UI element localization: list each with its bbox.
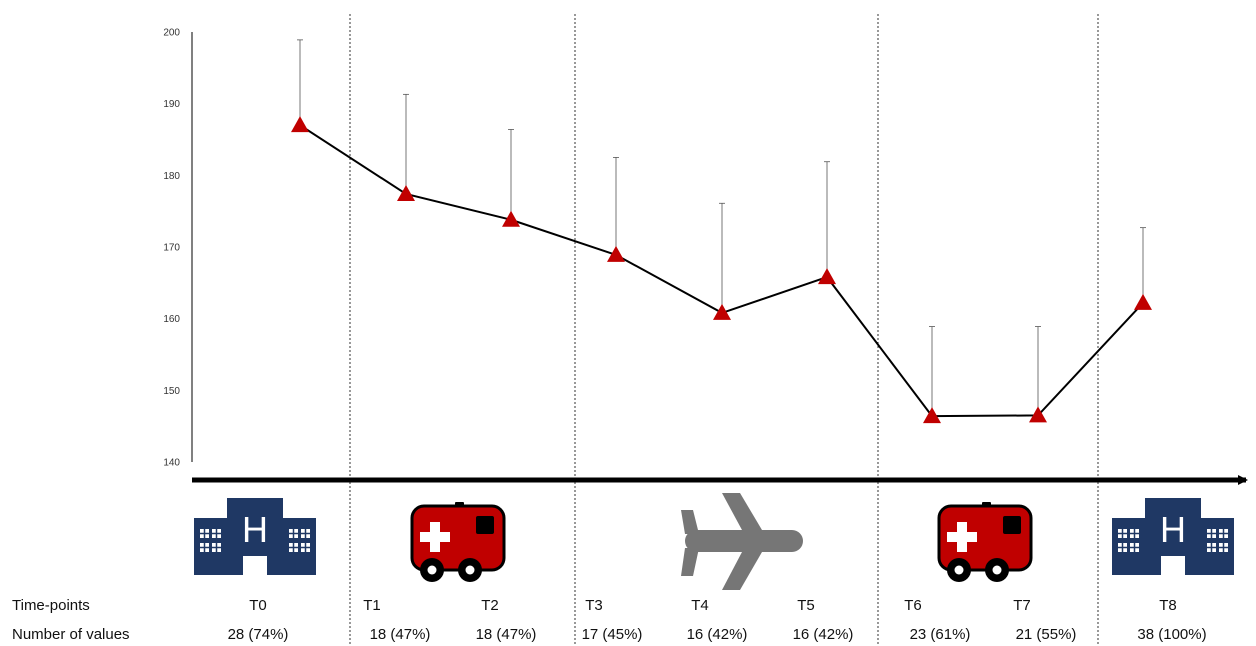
data-point-marker: [923, 407, 941, 424]
value-count-label: 28 (74%): [227, 626, 289, 643]
data-point-marker: [818, 268, 836, 285]
time-point-label: T5: [797, 597, 815, 614]
hospital-icon: H: [194, 498, 316, 575]
plane-icon: [681, 493, 803, 590]
time-point-label: T6: [904, 597, 922, 614]
svg-text:H: H: [1160, 509, 1186, 550]
y-tick-label: 190: [163, 99, 180, 110]
ambulance-icon: [937, 502, 1033, 582]
y-tick-label: 170: [163, 243, 180, 254]
time-point-label: T8: [1159, 597, 1177, 614]
time-point-label: T1: [363, 597, 381, 614]
time-point-label: T2: [481, 597, 499, 614]
time-point-label: T4: [691, 597, 709, 614]
data-point-marker: [1134, 293, 1152, 310]
value-count-label: 17 (45%): [581, 626, 643, 643]
data-point-marker: [713, 303, 731, 320]
time-point-label: T0: [249, 597, 267, 614]
y-tick-label: 200: [163, 28, 180, 39]
value-count-label: 16 (42%): [686, 626, 748, 643]
y-tick-label: 140: [163, 458, 180, 469]
data-point-marker: [291, 116, 309, 133]
time-point-label: T7: [1013, 597, 1031, 614]
time-point-label: T3: [585, 597, 603, 614]
ambulance-icon: [410, 502, 506, 582]
data-point-marker: [607, 245, 625, 262]
value-count-label: 23 (61%): [909, 626, 971, 643]
time-points-title: Time-points: [12, 597, 90, 614]
data-point-marker: [1029, 406, 1047, 423]
value-count-label: 18 (47%): [475, 626, 537, 643]
y-tick-label: 180: [163, 171, 180, 182]
value-count-label: 18 (47%): [369, 626, 431, 643]
hospital-icon: H: [1112, 498, 1234, 575]
y-tick-label: 160: [163, 314, 180, 325]
y-tick-label: 150: [163, 386, 180, 397]
number-of-values-title: Number of values: [12, 626, 130, 643]
value-count-label: 38 (100%): [1137, 626, 1207, 643]
series-line: [299, 124, 1144, 418]
svg-text:H: H: [242, 509, 268, 550]
data-point-marker: [397, 184, 415, 201]
value-count-label: 16 (42%): [792, 626, 854, 643]
data-point-marker: [502, 210, 520, 227]
value-count-label: 21 (55%): [1015, 626, 1077, 643]
